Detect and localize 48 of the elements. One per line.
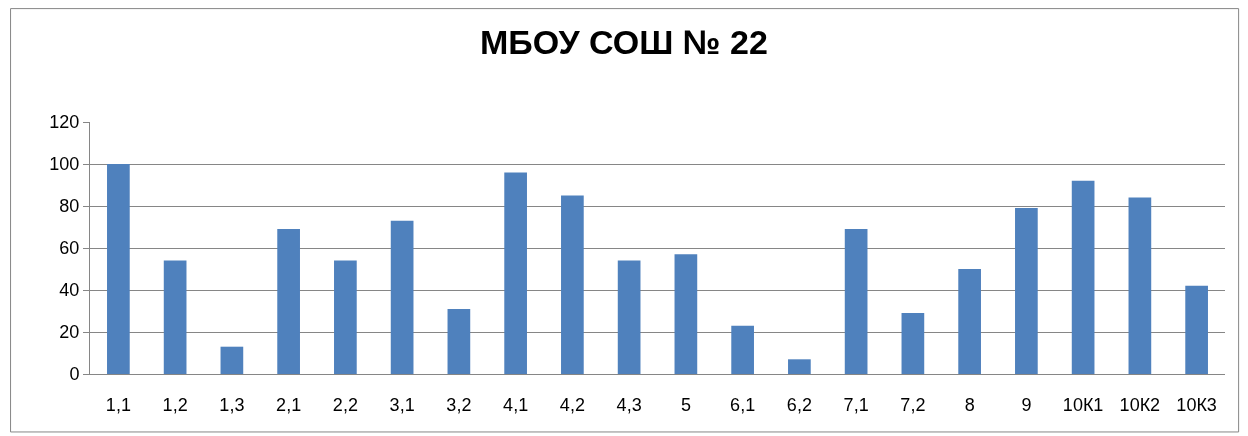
x-tick-label: 3,2 [446,394,472,415]
chart-title: МБОУ СОШ № 22 [480,23,768,62]
bar [1185,285,1208,374]
y-tick-label: 40 [59,280,80,301]
x-tick-label: 4,2 [559,394,585,415]
y-tick-label: 0 [69,364,80,385]
bar [107,164,130,374]
x-tick-label: 10К2 [1119,394,1161,415]
y-tick-label: 60 [59,238,80,259]
x-tick-label: 10К1 [1062,394,1104,415]
bar [1015,208,1038,374]
x-tick-label: 3,1 [389,394,415,415]
bar [617,260,641,374]
x-tick-label: 10К3 [1176,394,1217,415]
y-tick-label: 100 [49,154,80,175]
bar [788,359,811,374]
x-tick-label: 4,3 [616,394,642,415]
x-tick-label: 6,1 [730,394,756,415]
bar [390,220,414,374]
y-tick-label: 20 [59,322,80,343]
x-tick-label: 1,1 [105,394,131,415]
bar [844,229,868,374]
x-tick-label: 9 [1021,394,1032,415]
bar [561,195,584,374]
bar [220,346,244,374]
y-tick-label: 120 [49,112,80,133]
x-tick-label: 5 [680,394,691,415]
x-tick-label: 7,1 [843,394,869,415]
bar [1071,180,1095,374]
x-tick-label: 1,3 [219,394,245,415]
bar [163,260,187,374]
x-tick-label: 6,2 [786,394,812,415]
bar [447,308,471,374]
bar [277,229,300,374]
x-tick-label: 4,1 [503,394,529,415]
x-tick-label: 2,2 [332,394,358,415]
bar [958,269,981,374]
bar [901,313,925,374]
x-tick-label: 7,2 [900,394,926,415]
x-tick-label: 1,2 [162,394,188,415]
bar [674,254,698,374]
bar [1128,197,1152,374]
bar [731,325,754,374]
bar [334,260,357,374]
x-tick-label: 2,1 [276,394,302,415]
x-tick-label: 8 [964,394,975,415]
y-tick-label: 80 [59,196,80,217]
bar [504,172,527,374]
